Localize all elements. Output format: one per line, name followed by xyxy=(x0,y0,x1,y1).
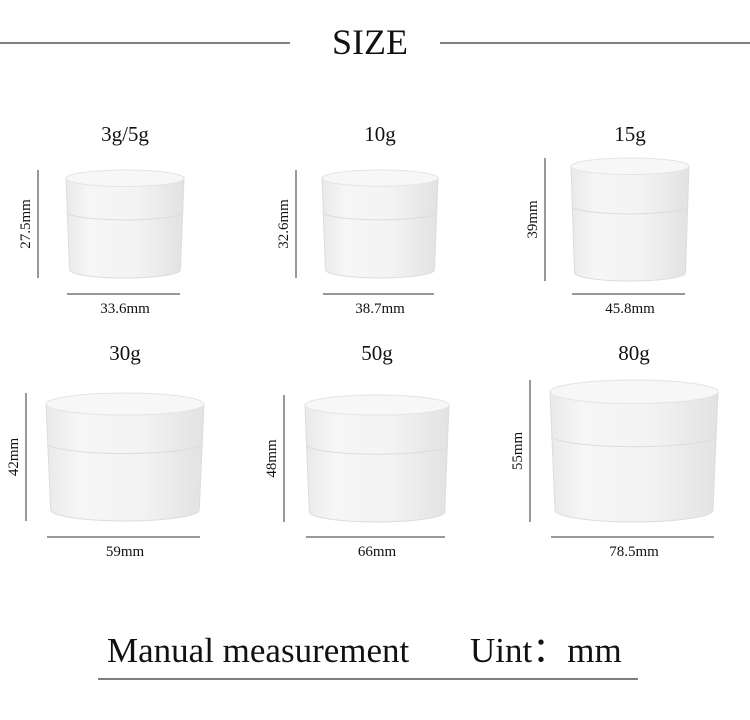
height-label: 39mm xyxy=(525,200,541,239)
height-label: 42mm xyxy=(6,438,22,477)
item-label: 30g xyxy=(109,341,141,365)
item-label: 50g xyxy=(361,341,393,365)
width-label: 78.5mm xyxy=(609,544,659,560)
jar-lid-top xyxy=(321,169,439,187)
jar-body xyxy=(65,177,185,279)
footer-note: Manual measurement xyxy=(107,631,410,670)
item-label: 10g xyxy=(364,122,396,146)
jar-seam xyxy=(66,212,184,221)
jar-body xyxy=(45,403,205,522)
jar-body xyxy=(321,177,439,279)
width-label: 38.7mm xyxy=(355,301,405,317)
width-label: 59mm xyxy=(106,544,145,560)
jar-seam xyxy=(305,445,449,455)
jar-seam xyxy=(322,212,438,221)
footer-unit: Uint：mm xyxy=(470,631,622,670)
jar-lid-top xyxy=(570,157,690,176)
jar-body xyxy=(304,404,450,523)
jar-lid-top xyxy=(45,392,205,416)
items: 3g/5g 27.5mm 33.6mm 10g 32.6mm 38.7mm 15g 39mm 4… xyxy=(6,122,719,560)
jar-seam xyxy=(46,443,204,454)
item-label: 3g/5g xyxy=(101,122,149,146)
jar-seam xyxy=(550,436,718,448)
jar-seam xyxy=(571,206,689,215)
item-label: 80g xyxy=(618,341,650,365)
jar-lid-top xyxy=(65,169,185,188)
height-label: 55mm xyxy=(510,432,526,471)
jar-body xyxy=(570,165,690,282)
title: SIZE xyxy=(332,22,408,62)
width-label: 45.8mm xyxy=(605,301,655,317)
jar-lid-top xyxy=(549,379,719,405)
jar-body xyxy=(549,391,719,523)
jar-lid-top xyxy=(304,394,450,416)
width-label: 33.6mm xyxy=(100,301,150,317)
item-label: 15g xyxy=(614,122,646,146)
height-label: 48mm xyxy=(264,439,280,478)
width-label: 66mm xyxy=(358,544,397,560)
height-label: 32.6mm xyxy=(276,199,292,249)
height-label: 27.5mm xyxy=(18,199,34,249)
